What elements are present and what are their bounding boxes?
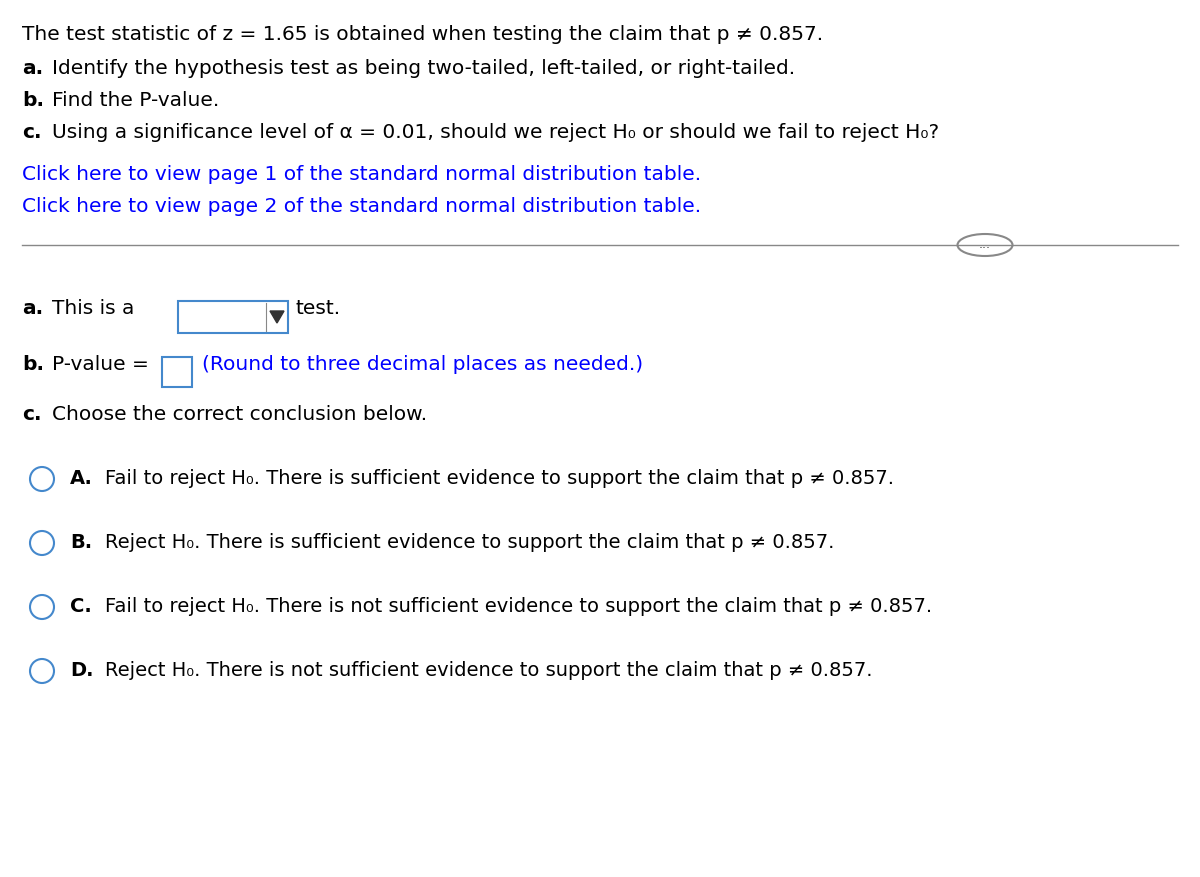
Text: C.: C. — [70, 597, 91, 616]
Text: Reject H₀. There is not sufficient evidence to support the claim that p ≠ 0.857.: Reject H₀. There is not sufficient evide… — [106, 661, 872, 680]
Text: B.: B. — [70, 533, 92, 552]
Text: Click here to view page 1 of the standard normal distribution table.: Click here to view page 1 of the standar… — [22, 165, 701, 184]
Text: a.: a. — [22, 59, 43, 78]
Text: ...: ... — [979, 239, 991, 252]
FancyBboxPatch shape — [162, 357, 192, 387]
Text: Identify the hypothesis test as being two-tailed, left-tailed, or right-tailed.: Identify the hypothesis test as being tw… — [52, 59, 796, 78]
Text: D.: D. — [70, 661, 94, 680]
Text: Find the P-value.: Find the P-value. — [52, 91, 220, 110]
Text: Click here to view page 2 of the standard normal distribution table.: Click here to view page 2 of the standar… — [22, 197, 701, 216]
Text: test.: test. — [296, 299, 341, 318]
Text: Fail to reject H₀. There is sufficient evidence to support the claim that p ≠ 0.: Fail to reject H₀. There is sufficient e… — [106, 469, 894, 488]
Text: This is a: This is a — [52, 299, 134, 318]
Text: Choose the correct conclusion below.: Choose the correct conclusion below. — [52, 405, 427, 424]
Text: c.: c. — [22, 405, 42, 424]
Text: The test statistic of z = 1.65 is obtained when testing the claim that p ≠ 0.857: The test statistic of z = 1.65 is obtain… — [22, 25, 823, 44]
Polygon shape — [270, 311, 284, 323]
Text: b.: b. — [22, 91, 44, 110]
Text: Using a significance level of α = 0.01, should we reject H₀ or should we fail to: Using a significance level of α = 0.01, … — [52, 123, 940, 142]
Text: a.: a. — [22, 299, 43, 318]
Text: c.: c. — [22, 123, 42, 142]
Text: P-value =: P-value = — [52, 355, 149, 374]
Text: Fail to reject H₀. There is not sufficient evidence to support the claim that p : Fail to reject H₀. There is not sufficie… — [106, 597, 932, 616]
Text: A.: A. — [70, 469, 92, 488]
Text: Reject H₀. There is sufficient evidence to support the claim that p ≠ 0.857.: Reject H₀. There is sufficient evidence … — [106, 533, 834, 552]
Text: (Round to three decimal places as needed.): (Round to three decimal places as needed… — [202, 355, 643, 374]
FancyBboxPatch shape — [178, 301, 288, 333]
Text: b.: b. — [22, 355, 44, 374]
